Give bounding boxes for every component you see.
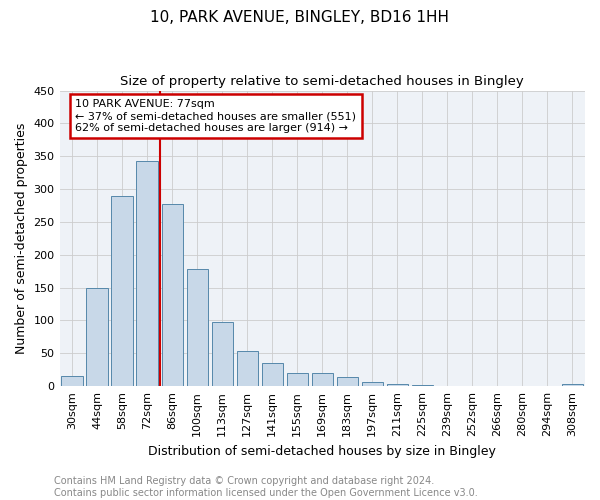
Bar bbox=[287, 373, 308, 386]
Bar bbox=[337, 377, 358, 386]
Bar bbox=[562, 384, 583, 386]
Text: Contains HM Land Registry data © Crown copyright and database right 2024.
Contai: Contains HM Land Registry data © Crown c… bbox=[54, 476, 478, 498]
Bar bbox=[387, 384, 408, 386]
Text: 10, PARK AVENUE, BINGLEY, BD16 1HH: 10, PARK AVENUE, BINGLEY, BD16 1HH bbox=[151, 10, 449, 25]
Bar bbox=[161, 204, 183, 386]
Bar bbox=[112, 196, 133, 386]
X-axis label: Distribution of semi-detached houses by size in Bingley: Distribution of semi-detached houses by … bbox=[148, 444, 496, 458]
Bar bbox=[362, 382, 383, 386]
Bar bbox=[212, 322, 233, 386]
Y-axis label: Number of semi-detached properties: Number of semi-detached properties bbox=[15, 122, 28, 354]
Title: Size of property relative to semi-detached houses in Bingley: Size of property relative to semi-detach… bbox=[121, 75, 524, 88]
Bar bbox=[61, 376, 83, 386]
Bar bbox=[412, 385, 433, 386]
Bar bbox=[136, 161, 158, 386]
Bar bbox=[311, 373, 333, 386]
Bar bbox=[86, 288, 108, 386]
Bar bbox=[262, 362, 283, 386]
Bar bbox=[236, 352, 258, 386]
Bar bbox=[187, 269, 208, 386]
Text: 10 PARK AVENUE: 77sqm
← 37% of semi-detached houses are smaller (551)
62% of sem: 10 PARK AVENUE: 77sqm ← 37% of semi-deta… bbox=[76, 100, 356, 132]
